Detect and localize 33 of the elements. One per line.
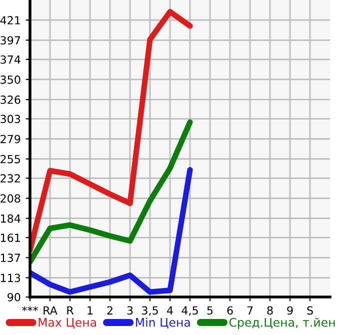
x-tick-label: RA	[44, 306, 58, 314]
x-tick-label: 3	[127, 306, 133, 315]
y-tick-label: 232	[0, 174, 20, 183]
y-tick-label: 113	[0, 274, 20, 282]
y-tick-label: 90	[8, 292, 20, 302]
x-tick-label: 5	[207, 306, 213, 315]
y-tick-label: 137	[0, 254, 20, 262]
x-tick-label: 9	[287, 306, 293, 315]
x-tick-label: 6	[227, 306, 233, 315]
x-tick-label: 2	[107, 306, 112, 314]
legend-label: Min Цена	[136, 318, 190, 328]
y-tick-label: 161	[0, 234, 20, 242]
y-tick-label: 326	[0, 96, 20, 104]
x-tick-label: S	[307, 306, 313, 315]
x-tick-label: 7	[247, 306, 253, 314]
x-tick-label: 4	[167, 306, 173, 314]
y-tick-label: 279	[0, 134, 20, 144]
y-tick-label: 374	[0, 55, 20, 64]
y-tick-label: 421	[0, 16, 20, 24]
y-tick-label: 255	[0, 154, 20, 164]
x-tick-label: 8	[267, 306, 273, 315]
y-tick-label: 184	[0, 214, 20, 223]
legend-label: Сред.Цена, т.йен	[229, 318, 335, 330]
y-tick-label: 397	[0, 36, 20, 45]
x-tick-label: ***	[22, 306, 38, 312]
x-tick-label: 1	[88, 306, 93, 314]
x-tick-label: 4,5	[182, 306, 198, 316]
x-tick-label: 3,5	[142, 306, 158, 316]
y-tick-label: 350	[0, 75, 20, 84]
legend-label: Max Цена	[38, 318, 96, 328]
y-tick-label: 303	[0, 114, 20, 124]
x-tick-label: R	[67, 306, 74, 314]
y-tick-label: 208	[0, 194, 20, 203]
